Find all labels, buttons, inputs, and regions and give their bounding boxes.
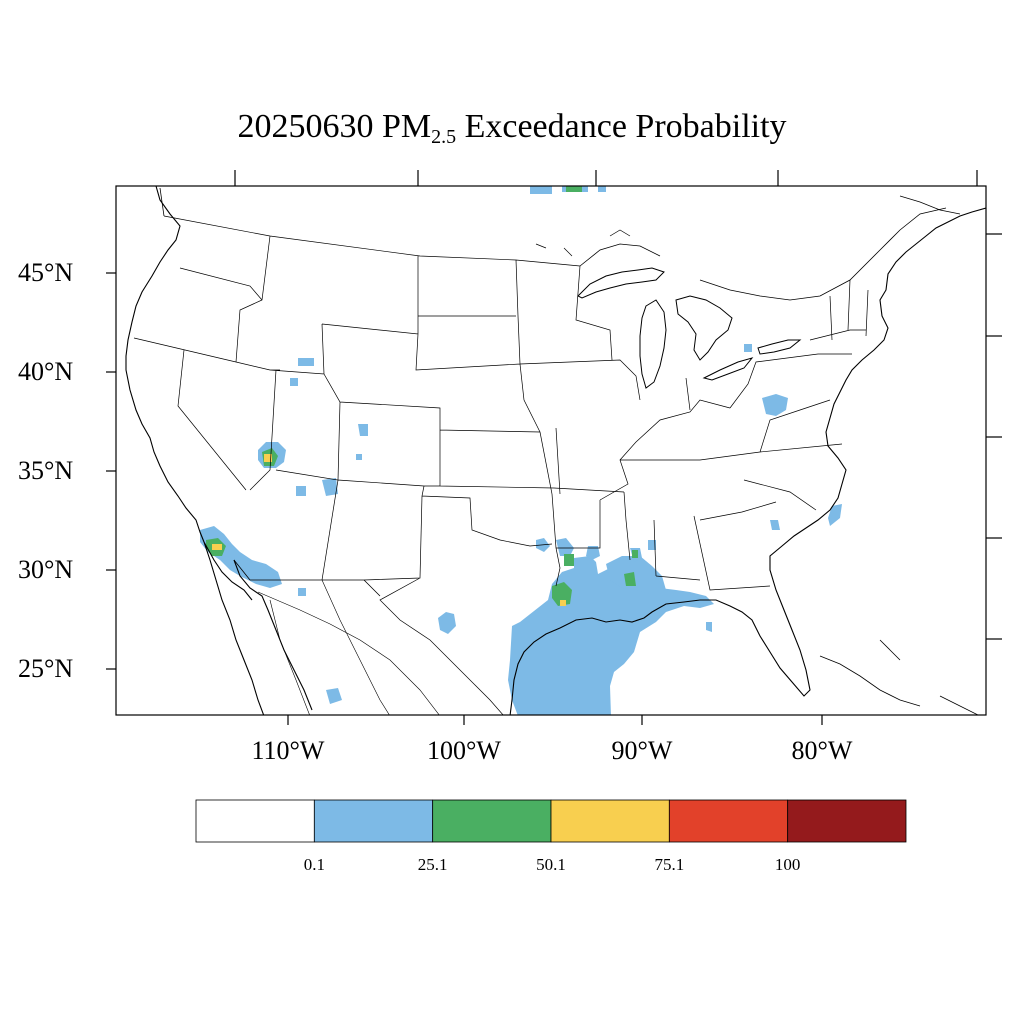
boundaries <box>125 186 986 715</box>
prob-region-south-tx <box>438 612 456 634</box>
map-title: 20250630 PM2.5 Exceedance Probability <box>0 108 1024 149</box>
colorbar-tick-label-2: 50.1 <box>536 855 566 874</box>
prob-region-canada-3 <box>598 186 606 192</box>
prob-region-yellow-tx <box>560 600 566 606</box>
great-lakes <box>577 267 802 389</box>
probability-shading <box>200 186 842 715</box>
colorbar-swatch-0 <box>195 799 315 843</box>
prob-region-green-la2 <box>564 554 574 566</box>
colorbar <box>195 799 907 843</box>
mexico-states <box>257 579 440 715</box>
title-rest: Exceedance Probability <box>464 108 787 145</box>
prob-region-co-s <box>358 424 368 436</box>
title-date: 20250630 <box>237 108 374 145</box>
lon-label-80w: 80°W <box>791 736 853 765</box>
prob-region-chihuahua <box>326 688 342 704</box>
map-frame <box>115 185 987 716</box>
caribbean <box>819 639 979 715</box>
lon-label-90w: 90°W <box>611 736 673 765</box>
prob-region-nc-coast <box>828 504 842 526</box>
prob-region-ms <box>586 546 600 560</box>
prob-region-east-la <box>606 556 666 594</box>
colorbar-tick-label-4: 100 <box>774 855 801 874</box>
prob-region-fl-panhandle <box>706 622 712 632</box>
prob-region-green-ms <box>624 572 636 586</box>
coastline <box>125 186 986 715</box>
tick-marks <box>106 170 1002 725</box>
prob-region-la-n2 <box>556 538 574 556</box>
colorbar-tick-label-3: 75.1 <box>654 855 685 874</box>
prob-region-ut-n <box>290 378 298 386</box>
prob-region-idaho <box>298 358 314 366</box>
prob-region-ny <box>744 344 752 352</box>
lon-label-110w: 110°W <box>251 736 325 765</box>
colorbar-swatch-1 <box>313 799 434 843</box>
prob-region-yellow-ut <box>264 454 272 462</box>
intl-borders <box>159 187 947 597</box>
colorbar-tick-label-0: 0.1 <box>303 855 325 874</box>
lat-label-25: 25°N <box>18 654 74 683</box>
lat-label-45: 45°N <box>18 258 74 287</box>
prob-region-nm-border <box>298 588 306 596</box>
prob-region-az-n <box>296 486 306 496</box>
prob-region-green-ms2 <box>632 550 638 558</box>
prob-region-nm-nw <box>322 478 338 496</box>
prob-region-green-tx-la <box>552 582 572 606</box>
prob-region-canada <box>530 186 552 194</box>
prob-region-sc <box>770 520 780 530</box>
colorbar-swatch-5 <box>787 799 907 843</box>
colorbar-swatch-4 <box>668 799 789 843</box>
map-panel <box>106 170 1002 725</box>
colorbar-tick-label-1: 25.1 <box>417 855 448 874</box>
prob-region-yellow-az <box>212 544 222 550</box>
state-boundaries <box>133 215 869 715</box>
prob-region-green-canada <box>566 186 582 192</box>
prob-region-ga <box>648 540 656 550</box>
colorbar-swatch-2 <box>432 799 552 843</box>
great-lakes-canada <box>535 195 961 257</box>
prob-region-wv-pa <box>762 394 788 416</box>
colorbar-swatch-3 <box>550 799 670 843</box>
title-pm-subscript: 2.5 <box>431 126 457 148</box>
lat-label-30: 30°N <box>18 555 74 584</box>
lon-label-100w: 100°W <box>427 736 501 765</box>
lat-label-35: 35°N <box>18 456 74 485</box>
prob-region-co-s2 <box>356 454 362 460</box>
lat-label-40: 40°N <box>18 357 74 386</box>
title-pm: PM <box>381 108 432 145</box>
